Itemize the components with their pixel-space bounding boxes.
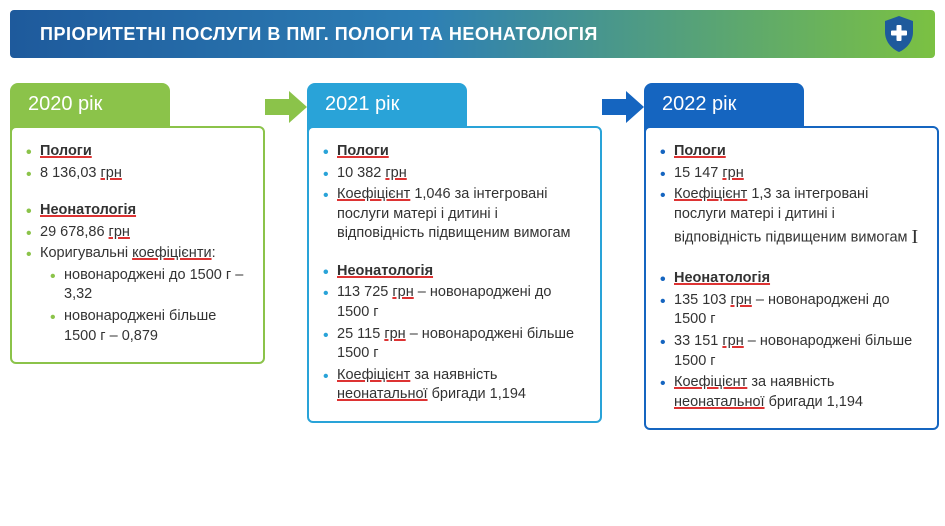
- year-column-2021: 2021 рік Пологи 10 382 грн Коефіцієнт 1,…: [307, 83, 602, 423]
- list-item: Коригувальні коефіцієнти: новонароджені …: [26, 244, 249, 346]
- year-column-2020: 2020 рік Пологи 8 136,03 грн Неонатологі…: [10, 83, 265, 364]
- year-column-2022: 2022 рік Пологи 15 147 грн Коефіцієнт 1,…: [644, 83, 939, 430]
- list-item: 29 678,86 грн: [26, 223, 249, 243]
- section-title: Неонатологія: [660, 269, 923, 289]
- list-item: 15 147 грн: [660, 164, 923, 184]
- list-item: Коефіцієнт за наявність неонатальної бри…: [660, 373, 923, 412]
- arrow-icon: [265, 83, 307, 123]
- section-title: Пологи: [26, 142, 249, 162]
- list-item: 135 103 грн – новонароджені до 1500 г: [660, 291, 923, 330]
- page-title: ПРІОРИТЕТНІ ПОСЛУГИ В ПМГ. ПОЛОГИ ТА НЕО…: [40, 24, 598, 45]
- list-item: 10 382 грн: [323, 164, 586, 184]
- list-item: 8 136,03 грн: [26, 164, 249, 184]
- sub-list-item: новонароджені більше 1500 г – 0,879: [50, 307, 249, 346]
- list-item: Коефіцієнт 1,046 за інтегровані послуги …: [323, 185, 586, 244]
- list-item: 113 725 грн – новонароджені до 1500 г: [323, 283, 586, 322]
- header-bar: ПРІОРИТЕТНІ ПОСЛУГИ В ПМГ. ПОЛОГИ ТА НЕО…: [10, 10, 935, 58]
- section-title: Пологи: [323, 142, 586, 162]
- list-item: Коефіцієнт 1,3 за інтегровані послуги ма…: [660, 185, 923, 251]
- list-item: 33 151 грн – новонароджені більше 1500 г: [660, 332, 923, 371]
- year-body-2020: Пологи 8 136,03 грн Неонатологія 29 678,…: [10, 126, 265, 364]
- text-cursor-icon: I: [912, 224, 919, 251]
- year-body-2022: Пологи 15 147 грн Коефіцієнт 1,3 за інте…: [644, 126, 939, 430]
- list-item: 25 115 грн – новонароджені більше 1500 г: [323, 325, 586, 364]
- sub-list-item: новонароджені до 1500 г – 3,32: [50, 266, 249, 305]
- arrow-icon: [602, 83, 644, 123]
- section-title: Неонатологія: [323, 262, 586, 282]
- list-item: Коефіцієнт за наявність неонатальної бри…: [323, 366, 586, 405]
- year-body-2021: Пологи 10 382 грн Коефіцієнт 1,046 за ін…: [307, 126, 602, 423]
- shield-plus-icon: [883, 16, 915, 52]
- section-title: Неонатологія: [26, 201, 249, 221]
- section-title: Пологи: [660, 142, 923, 162]
- year-columns: 2020 рік Пологи 8 136,03 грн Неонатологі…: [0, 83, 945, 430]
